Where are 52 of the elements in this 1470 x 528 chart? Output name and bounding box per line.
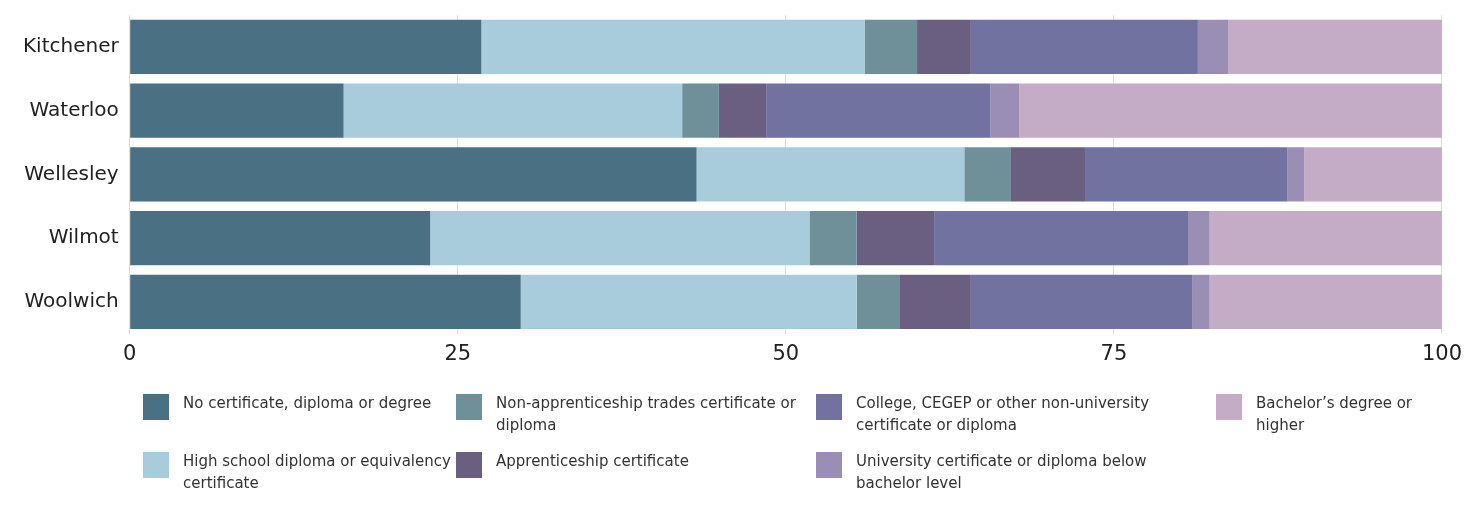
bar [1197,19,1229,74]
y-tick-label: Waterloo [29,96,119,121]
bar [766,83,991,138]
y-tick-label: Woolwich [24,288,119,313]
bar [343,83,683,138]
y-tick-label: Wilmot [48,224,119,249]
bar [970,274,1193,330]
x-tick-label: 100 [1421,340,1463,365]
bar [970,19,1198,74]
bar [856,274,900,330]
bar [718,83,767,138]
bar [130,147,697,202]
bar [1209,211,1442,266]
bar [130,19,482,74]
bar [1287,147,1305,202]
legend-label: Bachelor’s degree or higher [1256,393,1413,436]
bar [682,83,719,138]
bar [130,211,431,266]
bar [856,211,935,266]
bar [1228,19,1442,74]
x-tick-label: 25 [444,340,472,365]
y-tick-label: Wellesley [24,160,119,185]
bar [864,19,918,74]
bar [130,83,344,138]
bar [696,147,965,202]
x-tick-label: 75 [1100,340,1128,365]
legend-label: No certificate, diploma or degree [183,393,432,414]
bar [1085,147,1288,202]
bar [481,19,865,74]
bar [809,211,857,266]
bar [1188,211,1210,266]
bar [990,83,1020,138]
bar [1209,274,1442,330]
legend-label: College, CEGEP or other non-university certificate or diploma [856,393,1150,436]
bar [430,211,810,266]
bar [964,147,1011,202]
x-tick-label: 50 [772,340,800,365]
legend-label: University certificate or diploma below bachelor level [856,451,1148,494]
bar [520,274,857,330]
bar [899,274,971,330]
legend-label: Apprenticeship certificate [496,451,689,472]
bar [130,274,521,330]
y-tick-label: Kitchener [22,33,120,58]
bar [934,211,1189,266]
bar [917,19,971,74]
bar [1304,147,1442,202]
bar [1192,274,1210,330]
bar [1019,83,1442,138]
x-tick-label: 0 [123,340,137,365]
legend-label: High school diploma or equivalency certificate [183,451,452,494]
legend-label: Non-apprenticeship trades certificate or diploma [496,393,796,436]
bar [1010,147,1086,202]
